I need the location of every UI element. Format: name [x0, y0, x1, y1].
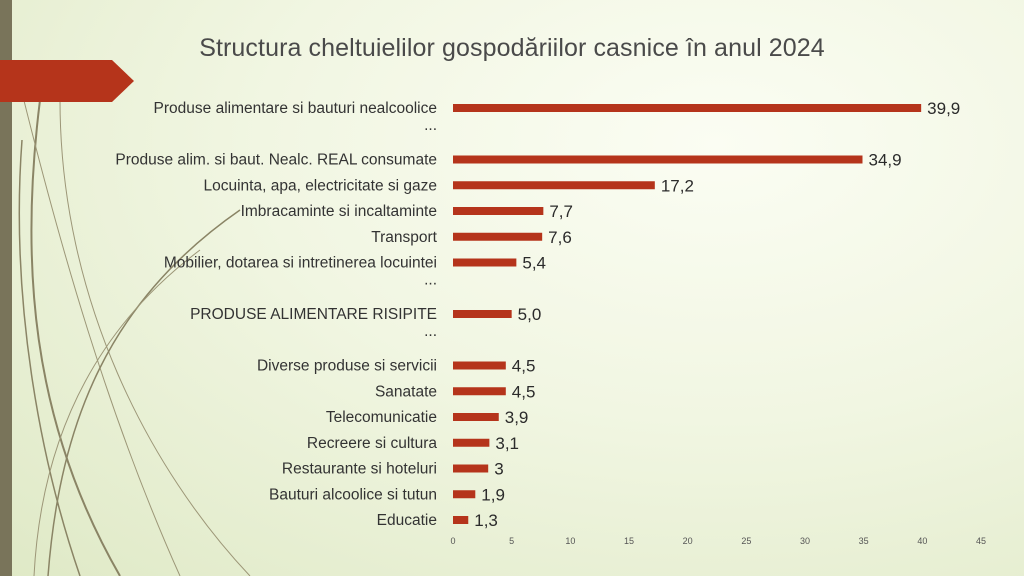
data-label: 4,5: [512, 357, 536, 376]
data-label: 17,2: [661, 176, 694, 195]
category-label: Diverse produse si servicii: [257, 358, 437, 375]
bar: [453, 413, 499, 421]
category-label: Locuinta, apa, electricitate si gaze: [204, 177, 438, 194]
decor-curve: [33, 249, 201, 576]
decor-curve: [18, 139, 81, 576]
left-decor-band: [0, 0, 12, 576]
data-label: 34,9: [868, 151, 901, 170]
data-label: 3: [494, 460, 503, 479]
data-label: 5,0: [518, 305, 542, 324]
decor-curve: [13, 59, 181, 576]
category-label: Transport: [371, 229, 437, 246]
category-label: Mobilier, dotarea si intretinerea locuin…: [164, 255, 437, 272]
x-tick-label: 40: [917, 536, 927, 546]
data-label: 4,5: [512, 382, 536, 401]
x-tick-label: 35: [859, 536, 869, 546]
x-tick-label: 10: [565, 536, 575, 546]
bar: [453, 310, 512, 318]
bar: [453, 104, 922, 112]
bar: [453, 181, 655, 190]
category-label: Imbracaminte si incaltaminte: [241, 203, 437, 220]
decor-curve: [47, 209, 241, 576]
data-label: 1,3: [474, 511, 498, 530]
category-label: Sanatate: [375, 383, 437, 400]
bar: [453, 516, 469, 524]
category-ellipsis: ...: [424, 271, 437, 288]
bar: [453, 438, 490, 447]
decor-curve: [59, 99, 251, 576]
category-label: Restaurante si hoteluri: [282, 461, 437, 478]
bar: [453, 232, 543, 241]
x-tick-label: 25: [741, 536, 751, 546]
data-label: 3,1: [495, 434, 519, 453]
data-label: 3,9: [505, 408, 529, 427]
data-label: 39,9: [927, 99, 960, 118]
category-label: Educatie: [377, 512, 437, 529]
category-ellipsis: ...: [424, 117, 437, 134]
category-label: Bauturi alcoolice si tutun: [269, 486, 437, 503]
bar: [453, 155, 863, 164]
bar: [453, 387, 506, 396]
bar: [453, 490, 476, 499]
data-label: 7,6: [548, 228, 572, 247]
x-tick-label: 20: [683, 536, 693, 546]
bar: [453, 361, 506, 370]
x-tick-label: 0: [450, 536, 455, 546]
x-tick-label: 15: [624, 536, 634, 546]
category-label: PRODUSE ALIMENTARE RISIPITE: [190, 306, 437, 323]
decorative-curves: [13, 59, 251, 576]
decor-curve: [30, 99, 121, 576]
data-label: 7,7: [549, 202, 573, 221]
slide-title: Structura cheltuielilor gospodăriilor ca…: [199, 34, 825, 62]
category-ellipsis: ...: [424, 323, 437, 340]
category-label: Recreere si cultura: [307, 435, 437, 452]
bar: [453, 464, 489, 473]
x-tick-label: 5: [509, 536, 514, 546]
category-label: Produse alimentare si bauturi nealcoolic…: [154, 100, 437, 117]
bar: [453, 207, 544, 215]
data-label: 1,9: [481, 485, 505, 504]
category-label: Produse alim. si baut. Nealc. REAL consu…: [115, 152, 437, 169]
data-label: 5,4: [522, 254, 546, 273]
category-label: Telecomunicatie: [326, 409, 437, 426]
x-tick-label: 30: [800, 536, 810, 546]
x-tick-label: 45: [976, 536, 986, 546]
accent-arrow-shape: [0, 60, 134, 102]
bar: [453, 258, 517, 267]
